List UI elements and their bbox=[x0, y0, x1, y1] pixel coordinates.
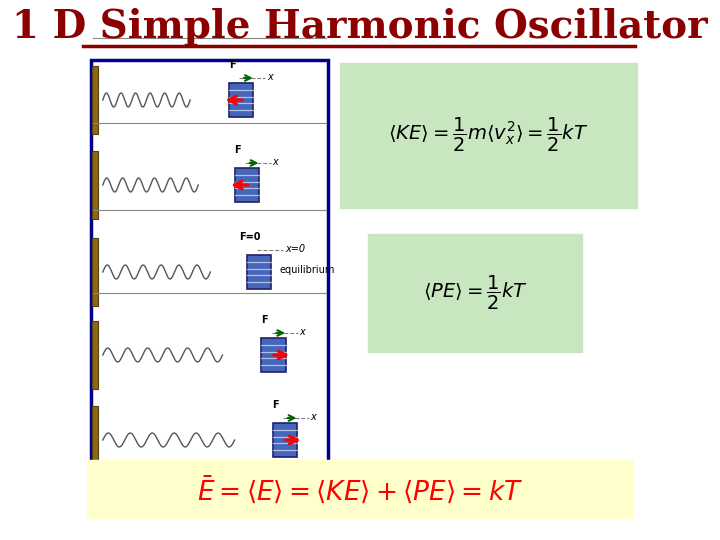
Bar bbox=[247, 255, 271, 289]
Text: x: x bbox=[300, 327, 305, 337]
Bar bbox=[92, 406, 98, 474]
Text: F: F bbox=[235, 145, 241, 155]
Text: 1 D Simple Harmonic Oscillator: 1 D Simple Harmonic Oscillator bbox=[12, 8, 708, 46]
Text: $\langle KE \rangle = \dfrac{1}{2}m\langle v_x^2 \rangle = \dfrac{1}{2}kT$: $\langle KE \rangle = \dfrac{1}{2}m\lang… bbox=[389, 116, 589, 154]
Text: F: F bbox=[273, 400, 279, 410]
Text: x: x bbox=[310, 412, 316, 422]
Text: F: F bbox=[229, 60, 235, 70]
Bar bbox=[340, 63, 637, 208]
Text: x=0: x=0 bbox=[285, 244, 305, 254]
Text: F=0: F=0 bbox=[239, 232, 261, 242]
Bar bbox=[261, 338, 286, 372]
Bar bbox=[86, 460, 634, 518]
Text: $\langle PE \rangle = \dfrac{1}{2}kT$: $\langle PE \rangle = \dfrac{1}{2}kT$ bbox=[423, 274, 527, 312]
Text: x: x bbox=[267, 72, 273, 82]
Bar bbox=[368, 234, 582, 352]
Bar bbox=[92, 321, 98, 389]
Text: F: F bbox=[261, 315, 268, 325]
Text: equilibrium: equilibrium bbox=[279, 265, 335, 275]
Bar bbox=[273, 423, 297, 457]
Bar bbox=[92, 66, 98, 134]
Bar bbox=[235, 168, 259, 202]
Bar bbox=[91, 60, 328, 478]
Bar bbox=[92, 151, 98, 219]
Text: x: x bbox=[273, 157, 279, 167]
Text: $\bar{E} = \langle E \rangle = \langle KE \rangle + \langle PE \rangle = kT$: $\bar{E} = \langle E \rangle = \langle K… bbox=[197, 473, 523, 505]
Bar bbox=[92, 238, 98, 306]
Bar bbox=[229, 83, 253, 117]
